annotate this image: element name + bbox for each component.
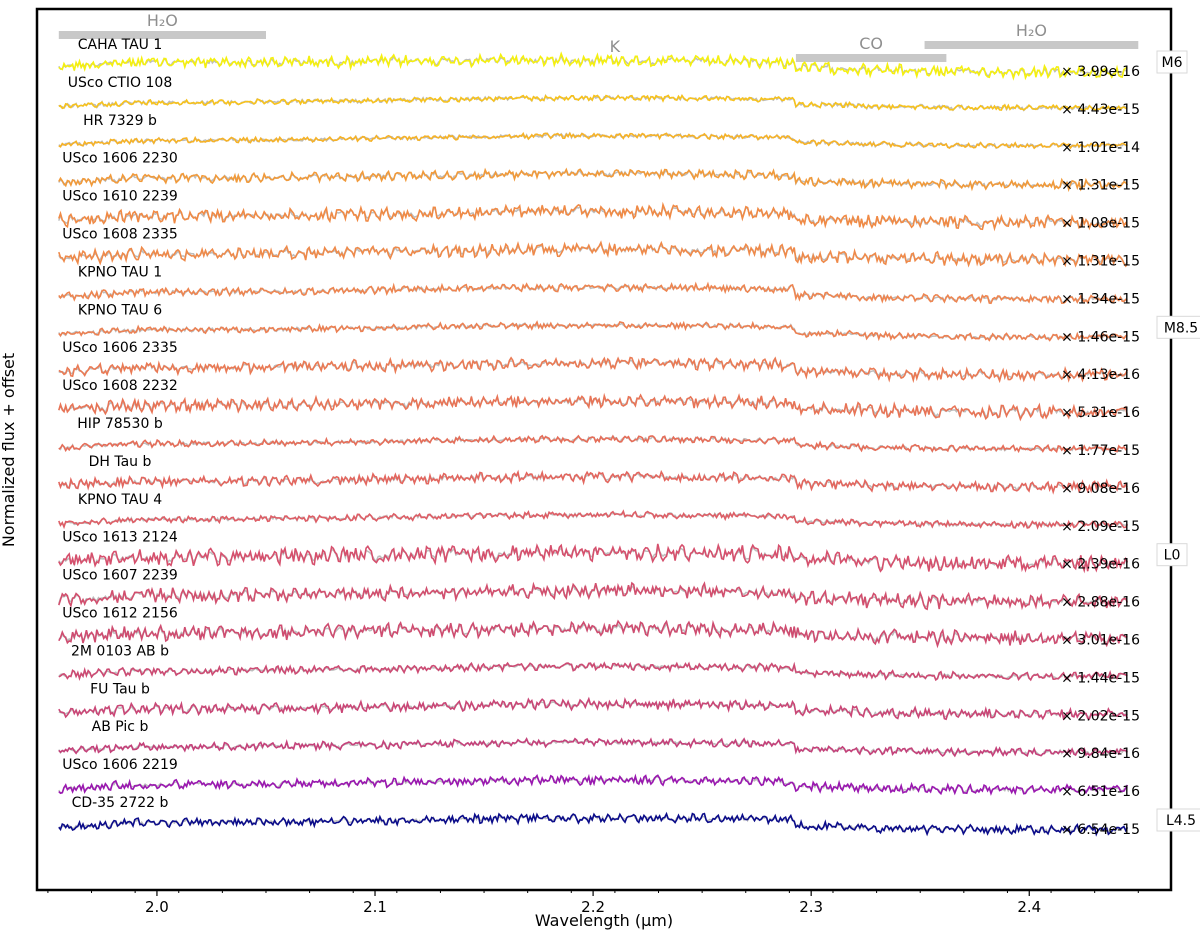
series-line-usco-1606-2230 (58, 167, 1129, 193)
series-line-cd-35-2722-b (58, 811, 1129, 837)
spectral-type-box (1156, 50, 1188, 74)
series-label: USco 1612 2156 (62, 606, 178, 622)
series-label: CAHA TAU 1 (78, 37, 163, 53)
series-line-kpno-tau-4 (58, 509, 1129, 530)
object-labels: CAHA TAU 1 × 3.99e-16 M6 USco CTIO 108 × 4.4… (62, 37, 1200, 838)
scale-factor-label: × 1.31e-15 (1061, 178, 1140, 194)
series-line-kpno-tau-1 (58, 281, 1128, 305)
series-label: AB Pic b (92, 719, 149, 735)
series-line-usco-1606-2335 (58, 356, 1129, 384)
band-label: H₂O (147, 11, 178, 30)
spectral-type-label: L0 (1164, 548, 1181, 564)
spectral-type-box (1156, 315, 1200, 339)
band-bar (58, 31, 266, 39)
series-line-usco-1610-2239 (58, 201, 1129, 232)
x-axis: 2.0 2.1 2.2 2.3 2.4 (47, 890, 1139, 916)
scale-factor-label: × 2.02e-15 (1061, 708, 1140, 724)
series-label: CD-35 2722 b (72, 795, 169, 811)
series-line-usco-1607-2239 (58, 581, 1129, 611)
feature-bands: H₂O CO H₂O K (58, 11, 1139, 62)
x-axis-label: Wavelength (µm) (535, 911, 673, 930)
x-tick-label: 2.4 (1017, 898, 1041, 916)
series-label: 2M 0103 AB b (71, 643, 169, 659)
series-label: KPNO TAU 6 (78, 302, 162, 318)
spectral-type-label: M6 (1162, 55, 1183, 71)
band-bar (795, 54, 947, 62)
scale-factor-label: × 1.34e-15 (1061, 291, 1140, 307)
scale-factor-label: × 4.13e-16 (1061, 367, 1140, 383)
series-label: USco 1610 2239 (62, 189, 178, 205)
spectral-type-box (1156, 808, 1200, 832)
series-label: HR 7329 b (83, 113, 157, 129)
series-label: USco 1606 2335 (62, 340, 178, 356)
series-line-dh-tau-b (58, 469, 1129, 495)
series-label: USco 1606 2230 (62, 151, 178, 167)
series-line-caha-tau-1 (58, 51, 1128, 81)
series-label: KPNO TAU 1 (78, 264, 162, 280)
scale-factor-label: × 2.88e-16 (1061, 595, 1140, 611)
series-line-kpno-tau-6 (58, 320, 1128, 342)
spectral-type-box (1156, 543, 1188, 567)
series-label: USco CTIO 108 (68, 75, 173, 91)
spectral-type-label: M8.5 (1164, 320, 1198, 336)
scale-factor-label: × 1.01e-14 (1061, 140, 1140, 156)
scale-factor-label: × 3.99e-16 (1061, 64, 1140, 80)
scale-factor-label: × 1.44e-15 (1061, 670, 1140, 686)
scale-factor-label: × 4.43e-15 (1061, 102, 1140, 118)
series-line-hip-78530-b (58, 434, 1128, 454)
scale-factor-label: × 2.39e-16 (1061, 557, 1140, 573)
x-tick-label: 2.0 (145, 898, 169, 916)
series-label: USco 1606 2219 (62, 757, 178, 773)
scale-factor-label: × 5.31e-16 (1061, 405, 1140, 421)
scale-factor-label: × 1.46e-15 (1061, 329, 1140, 345)
series-label: USco 1613 2124 (62, 530, 178, 546)
scale-factor-label: × 9.84e-16 (1061, 746, 1140, 762)
series-line-usco-1606-2219 (58, 773, 1129, 796)
x-tick-label: 2.1 (363, 898, 387, 916)
series-line-fu-tau-b (58, 696, 1129, 721)
spectra-group (58, 51, 1129, 837)
series-line-usco-ctio-108 (58, 94, 1128, 112)
series-label: FU Tau b (90, 681, 150, 697)
series-label: USco 1608 2232 (62, 378, 178, 394)
x-tick-label: 2.2 (581, 898, 605, 916)
scale-factor-label: × 1.08e-15 (1061, 216, 1140, 232)
line-marker-label: K (610, 37, 621, 56)
series-line-hr-7329-b (58, 131, 1128, 150)
scale-factor-label: × 6.51e-16 (1061, 784, 1140, 800)
scale-factor-label: × 2.09e-15 (1061, 519, 1140, 535)
series-line-usco-1608-2335 (58, 240, 1129, 268)
scale-factor-label: × 1.31e-15 (1061, 254, 1140, 270)
band-bar (924, 41, 1139, 49)
series-label: DH Tau b (89, 454, 152, 470)
scale-factor-label: × 6.54e-15 (1061, 822, 1140, 838)
series-label: HIP 78530 b (77, 416, 163, 432)
scale-factor-label: × 1.77e-15 (1061, 443, 1140, 459)
x-tick-label: 2.3 (799, 898, 823, 916)
series-label: USco 1608 2335 (62, 227, 178, 243)
series-line-usco-1608-2232 (58, 392, 1129, 422)
y-axis-label: Normalized flux + offset (0, 353, 18, 547)
band-label: CO (859, 34, 883, 53)
scale-factor-label: × 3.01e-16 (1061, 633, 1140, 649)
spectral-type-label: L4.5 (1166, 813, 1196, 829)
series-line-usco-1613-2124 (58, 542, 1129, 574)
series-label: USco 1607 2239 (62, 568, 178, 584)
series-line-ab-pic-b (58, 737, 1128, 758)
scale-factor-label: × 9.08e-16 (1061, 481, 1140, 497)
series-line-2m-0103-ab-b (58, 661, 1128, 682)
series-label: KPNO TAU 4 (78, 492, 162, 508)
band-label: H₂O (1016, 21, 1047, 40)
series-line-usco-1612-2156 (58, 619, 1128, 649)
